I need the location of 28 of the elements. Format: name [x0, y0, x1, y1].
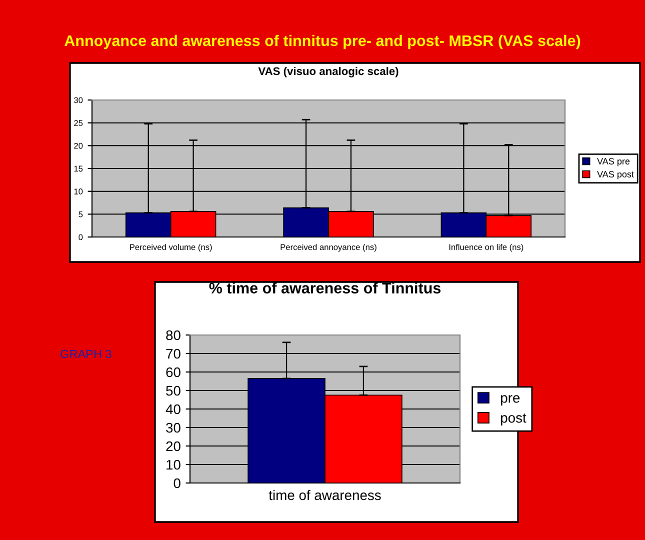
x-tick-label: Influence on life (ns) [449, 244, 524, 252]
chart-title: % time of awareness of Tinnitus [209, 282, 441, 294]
caption: GRAPH 3 [60, 350, 112, 358]
y-tick-label: 40 [166, 404, 180, 414]
y-tick-label: 60 [166, 367, 180, 378]
x-tick-label: Perceived annoyance (ns) [280, 244, 376, 252]
y-tick-label: 80 [166, 330, 180, 340]
text: Annoyance and awareness of tinnitus pre- and post- MBSR (VAS scale) [64, 34, 580, 50]
legend-label: post [501, 414, 526, 426]
y-tick-label: 10 [74, 188, 83, 194]
y-tick-label: 0 [78, 234, 83, 240]
legend-label: pre [501, 395, 520, 406]
y-tick-label: 15 [74, 166, 83, 172]
y-tick-label: 10 [166, 460, 180, 470]
y-tick-label: 20 [74, 142, 83, 149]
y-tick-label: 20 [166, 441, 180, 452]
y-tick-label: 5 [78, 211, 83, 218]
x-tick-label: Perceived volume (ns) [130, 244, 212, 252]
x-tick-label: time of awareness [268, 490, 381, 500]
y-tick-label: 70 [166, 348, 180, 359]
y-tick-label: 0 [174, 478, 180, 488]
y-tick-label: 30 [74, 97, 83, 104]
y-tick-label: 30 [166, 422, 180, 433]
chart-title: VAS (visuo analogic scale) [258, 66, 398, 78]
y-tick-label: 50 [166, 386, 180, 396]
legend-label: VAS post [597, 171, 634, 180]
y-tick-label: 25 [74, 120, 83, 126]
legend-label: VAS pre [597, 158, 630, 166]
